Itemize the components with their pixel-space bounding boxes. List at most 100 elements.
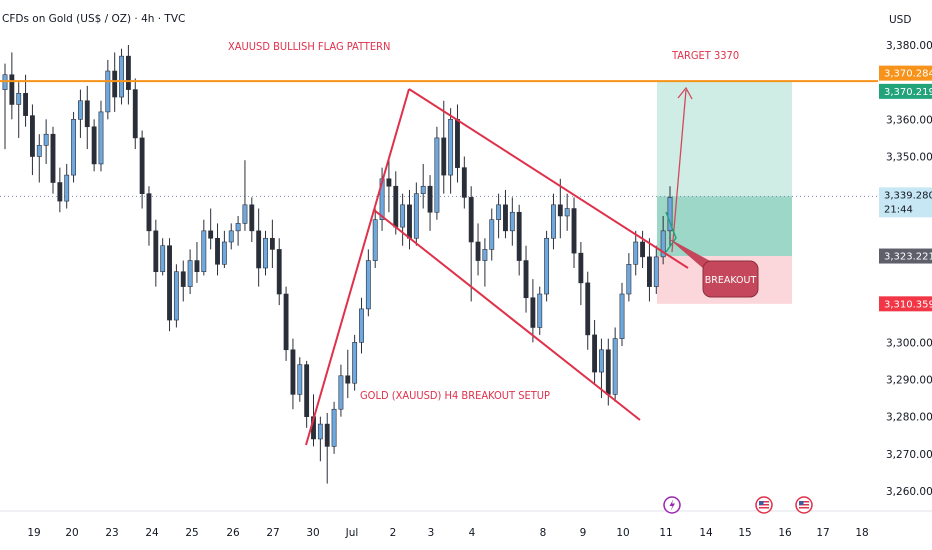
time-tick-label: 17 (816, 527, 829, 539)
candle (503, 189, 508, 239)
candle (50, 126, 56, 194)
candle (269, 219, 275, 268)
candle (36, 134, 42, 183)
time-tick-label: 23 (105, 527, 118, 539)
candle (647, 238, 652, 302)
pattern-title-annotation: XAUUSD BULLISH FLAG PATTERN (228, 40, 390, 53)
candle (283, 286, 289, 361)
time-tick-label: 20 (65, 527, 78, 539)
candle (557, 178, 563, 239)
candle (77, 89, 83, 138)
candle (16, 82, 22, 138)
candle (571, 197, 577, 268)
candle (592, 320, 598, 384)
candle (564, 193, 570, 231)
stop-price-tag: 3,310.359 (879, 296, 932, 312)
us-flag-event-icon[interactable] (755, 496, 773, 514)
candle (71, 111, 76, 183)
flag-lower-line[interactable] (373, 209, 641, 421)
price-tag-value: 3,310.359 (884, 299, 932, 310)
candle (653, 245, 659, 295)
time-tick-label: 27 (266, 527, 279, 539)
time-tick-label: 19 (27, 527, 40, 539)
lightning-event-icon[interactable] (663, 496, 681, 514)
candle (194, 241, 200, 283)
time-tick-label: 18 (855, 527, 868, 539)
flag-pattern-drawings[interactable] (305, 86, 693, 446)
candle (187, 249, 193, 295)
candle (276, 238, 282, 306)
profit-filled-zone (657, 196, 792, 257)
candle (228, 223, 234, 250)
candle (585, 271, 591, 350)
candle (516, 204, 522, 276)
candle (2, 63, 8, 150)
candle (180, 260, 186, 302)
time-tick-label: 8 (540, 527, 547, 539)
flagpole-line[interactable] (305, 88, 410, 446)
setup-title-annotation: GOLD (XAUUSD) H4 BREAKOUT SETUP (360, 389, 550, 402)
time-tick-label: 15 (738, 527, 751, 539)
price-tick-label: 3,350.000 (886, 152, 932, 164)
candle (365, 249, 371, 317)
candle (640, 230, 646, 268)
target-arrow-line[interactable] (671, 89, 687, 253)
chart-title: CFDs on Gold (US$ / OZ) · 4h · TVC (2, 13, 185, 25)
resistance-price-tag: 3,370.284 (879, 65, 932, 81)
candle (249, 197, 255, 242)
time-tick-label: 4 (469, 527, 476, 539)
time-axis[interactable]: 19 20 23 24 25 26 27 30 Jul 2 3 4 8 9 10 11 14 15 16 17 18 (27, 527, 868, 539)
candle (626, 253, 632, 302)
candle (530, 279, 536, 343)
flag-upper-line[interactable] (408, 88, 689, 269)
price-tick-label: 3,360.000 (886, 114, 932, 126)
candle (468, 186, 474, 302)
candle (461, 156, 467, 209)
price-tag-value: 3,323.221 (884, 252, 932, 263)
candle (509, 197, 515, 246)
candle (317, 416, 323, 462)
current-price-tag: 3,339.280 21:44 (879, 187, 932, 218)
candle (612, 327, 618, 402)
candle (599, 338, 604, 399)
candle (619, 282, 625, 347)
candle (242, 160, 248, 231)
breakout-callout[interactable]: BREAKOUT (668, 238, 759, 298)
projection-path (665, 211, 677, 253)
candle (448, 108, 454, 194)
price-tag-value: 3,339.280 (884, 190, 932, 201)
time-tick-label: 3 (428, 527, 435, 539)
time-tick-label: 14 (699, 527, 713, 539)
candle (455, 104, 460, 183)
time-tick-label: Jul (345, 527, 359, 539)
candle (256, 208, 262, 287)
candle (441, 100, 447, 194)
candle (23, 74, 28, 127)
candle (537, 286, 543, 335)
countdown-label: 21:44 (884, 204, 913, 215)
candle (208, 208, 214, 250)
candle (427, 175, 433, 231)
candle (84, 85, 90, 150)
time-tick-label: 11 (659, 527, 672, 539)
candle (173, 264, 179, 328)
target-annotation: TARGET 3370 (671, 49, 739, 62)
candle (489, 208, 495, 261)
price-tag-value: 3,370.284 (884, 69, 932, 80)
us-flag-event-icon[interactable] (795, 496, 813, 514)
candle (98, 100, 104, 172)
candle (359, 297, 364, 354)
candle (338, 364, 344, 417)
target-arrow-head (677, 86, 693, 100)
candle (551, 193, 556, 250)
price-axis[interactable]: 3,260.000 3,270.000 3,280.000 3,290.000 3,30… (886, 40, 932, 498)
candle (482, 238, 488, 287)
time-tick-label: 16 (778, 527, 792, 539)
candle (57, 167, 63, 213)
candle (112, 52, 118, 112)
candle (372, 208, 378, 268)
entry-price-tag: 3,323.221 (879, 248, 932, 264)
candle (201, 219, 207, 276)
candle (9, 52, 15, 120)
